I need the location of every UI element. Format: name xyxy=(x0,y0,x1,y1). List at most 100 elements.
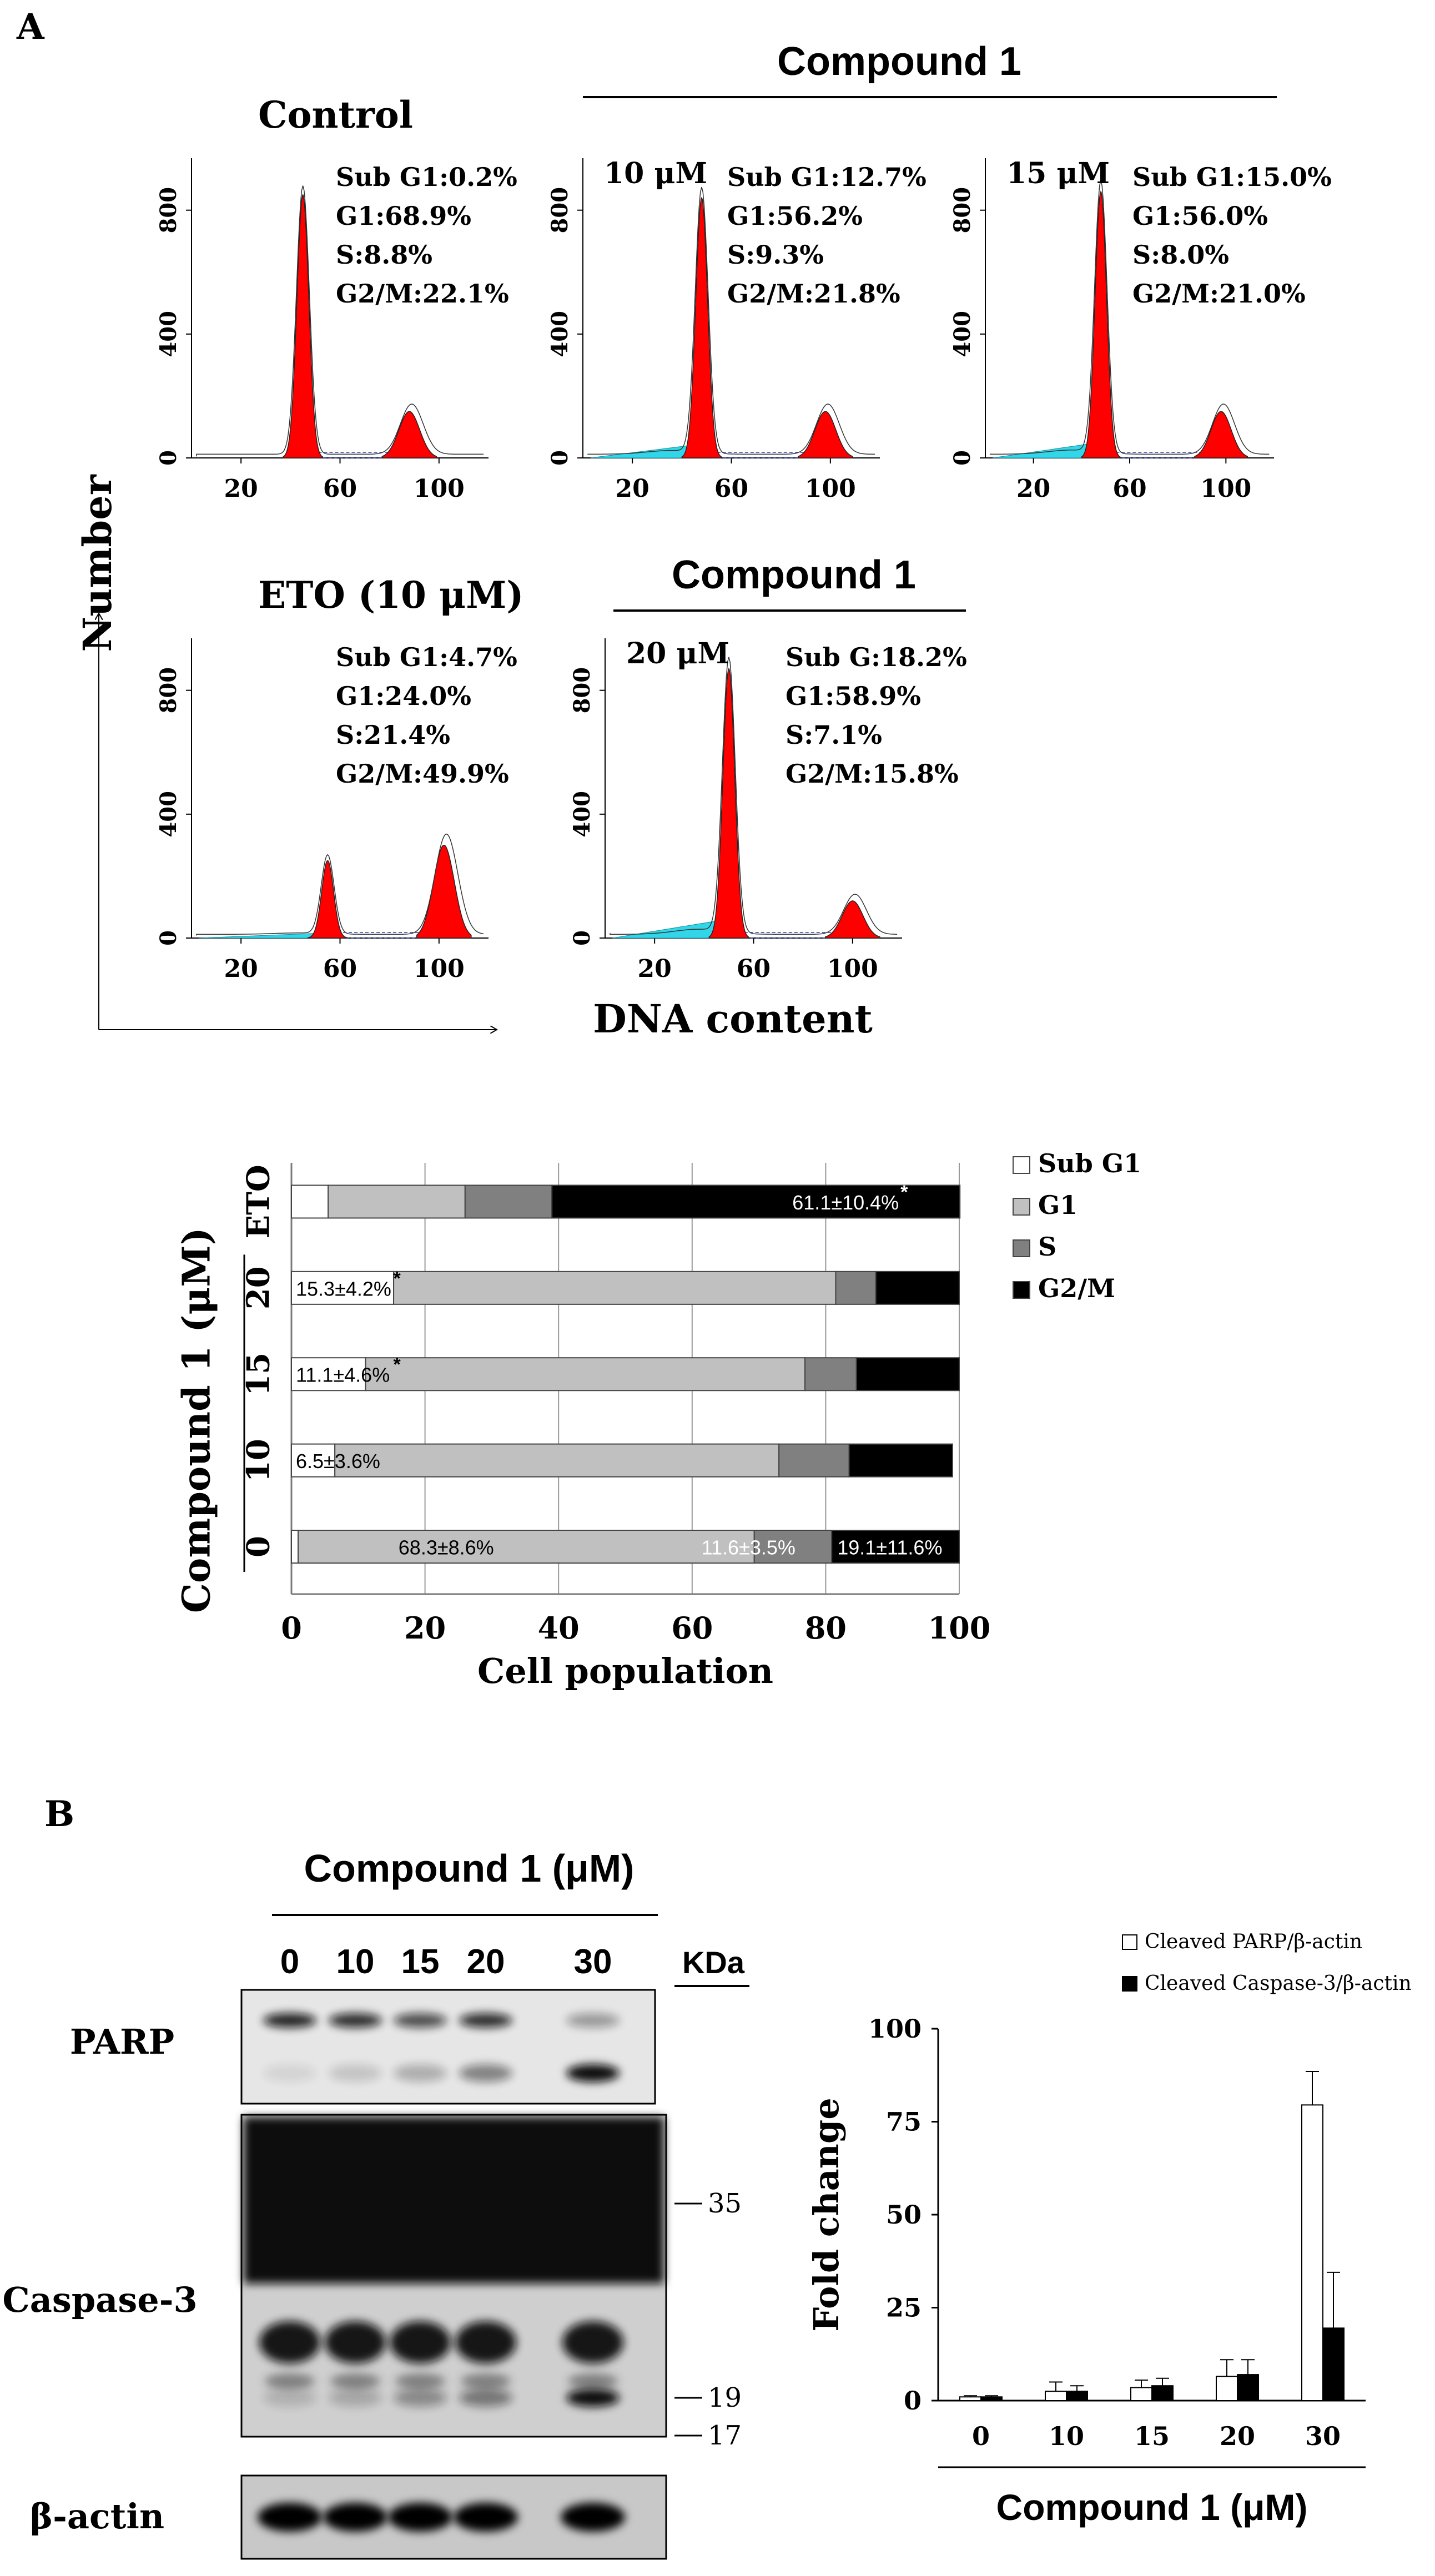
histogram-trace xyxy=(610,657,898,935)
bar-segment xyxy=(298,1530,755,1564)
bar-segment xyxy=(464,1184,553,1219)
histogram-x-tick-label: 100 xyxy=(805,475,856,503)
histogram-concentration: 20 μM xyxy=(626,637,729,671)
histogram-x-tick-label: 20 xyxy=(224,955,258,983)
histogram-y-tick-label: 0 xyxy=(949,450,975,466)
fold-change-chart: 0 25 50 75 100 Fold change 0 10 15 20 30 Compound 1… xyxy=(806,1930,1412,2528)
histogram-trace xyxy=(196,833,484,936)
bar-annotation: 19.1±11.6% xyxy=(837,1536,942,1559)
bar-annotation: 11.1±4.6% xyxy=(296,1364,390,1387)
bar-segment xyxy=(291,1271,395,1305)
fold-bar xyxy=(959,2396,981,2401)
y-tick-label: 25 xyxy=(886,2293,922,2323)
legend-swatch xyxy=(1013,1239,1030,1257)
band xyxy=(394,2389,447,2407)
histogram-x-tick-label: 60 xyxy=(737,955,771,983)
subg1-region xyxy=(612,920,724,939)
fold-bar xyxy=(1216,2376,1238,2402)
fold-bar xyxy=(1237,2374,1259,2402)
category-label: 15 xyxy=(240,1353,277,1396)
bar-segment xyxy=(831,1530,960,1564)
x-tick-label: 100 xyxy=(928,1610,991,1646)
category-label: 20 xyxy=(240,1266,277,1309)
histogram-trace xyxy=(587,186,875,455)
histogram-stat: G1:68.9% xyxy=(336,201,471,231)
fold-bar xyxy=(1045,2391,1067,2401)
bar-segment xyxy=(328,1184,466,1219)
legend-label: S xyxy=(1038,1232,1056,1262)
histogram-x-tick-label: 100 xyxy=(414,955,465,983)
bar-segment xyxy=(875,1271,960,1305)
histogram-x-tick-label: 100 xyxy=(827,955,878,983)
histogram-title: Control xyxy=(258,93,413,137)
compound-header-bottom: Compound 1 xyxy=(672,553,916,597)
bar-segment xyxy=(291,1357,366,1392)
fold-bar xyxy=(1130,2387,1152,2401)
bar-annotation: 6.5±3.6% xyxy=(296,1450,380,1473)
histogram-stat: G1:56.2% xyxy=(727,201,863,231)
histogram-x-tick-label: 60 xyxy=(323,955,357,983)
subg1-region xyxy=(199,933,323,939)
histogram-y-tick-label: 800 xyxy=(547,187,573,234)
histogram-y-tick-label: 400 xyxy=(155,311,182,357)
band xyxy=(566,2013,620,2028)
x-tick-label: 0 xyxy=(281,1610,302,1646)
bar-segment xyxy=(778,1443,850,1478)
band xyxy=(388,2503,452,2532)
band xyxy=(394,2013,447,2028)
histogram-stat: G1:56.0% xyxy=(1132,201,1268,231)
g2m-peak xyxy=(798,411,853,458)
legend-label: Sub G1 xyxy=(1038,1148,1141,1178)
band xyxy=(244,2117,664,2283)
band xyxy=(459,2064,512,2082)
bar-segment xyxy=(291,1184,329,1219)
g1-peak xyxy=(708,667,749,939)
histogram-stat: Sub G1:4.7% xyxy=(336,642,517,672)
legend-label: G1 xyxy=(1038,1190,1077,1220)
x-tick-label: 30 xyxy=(1305,2421,1341,2451)
parp-strip xyxy=(240,1989,656,2105)
g1-peak xyxy=(307,860,348,939)
bar-segment xyxy=(848,1443,953,1478)
marker-label: 19 xyxy=(708,2382,742,2413)
panel-a-label: A xyxy=(16,6,45,48)
legend-swatch xyxy=(1122,1976,1137,1992)
dna-content-label: DNA content xyxy=(593,996,873,1042)
histogram-stat: G1:24.0% xyxy=(336,681,471,711)
subg1-region xyxy=(590,445,697,458)
bar-segment xyxy=(365,1357,806,1392)
histogram: 0 400 800 20 60 100 15 μM Sub G1:15.0% G1:56.0% S… xyxy=(949,157,1332,503)
band xyxy=(395,2373,445,2389)
histogram-trace xyxy=(989,180,1270,455)
legend-swatch xyxy=(1013,1281,1030,1299)
band xyxy=(329,2013,382,2028)
bar-segment xyxy=(291,1530,299,1564)
legend-label: Cleaved Caspase-3/β-actin xyxy=(1145,1972,1412,1995)
histogram-stat: S:9.3% xyxy=(727,240,824,270)
fold-bar xyxy=(1322,2327,1345,2402)
lane-label: 15 xyxy=(401,1943,440,1981)
histogram-y-tick-label: 400 xyxy=(547,311,573,357)
category-label: 10 xyxy=(240,1439,277,1482)
histogram-stat: G2/M:49.9% xyxy=(336,759,509,789)
histogram-x-tick-label: 60 xyxy=(1112,475,1146,503)
legend-label: Cleaved PARP/β-actin xyxy=(1145,1930,1362,1953)
x-tick-label: 20 xyxy=(404,1610,446,1646)
histogram: 0 400 800 20 60 100 Control Sub G1:0.2% G1:68.9%… xyxy=(155,93,517,503)
band xyxy=(566,2389,620,2407)
row-label: β-actin xyxy=(30,2496,164,2537)
legend-swatch xyxy=(1122,1934,1137,1950)
y-tick-label: 0 xyxy=(904,2386,922,2416)
histogram-stat: G2/M:21.0% xyxy=(1132,279,1306,309)
histogram-y-tick-label: 800 xyxy=(949,187,975,234)
band xyxy=(568,2373,618,2389)
histogram: 0 400 800 20 60 100 ETO (10 μM) Sub G1:4.7% G1:2… xyxy=(155,573,524,983)
lane-label: 30 xyxy=(574,1943,612,1981)
g2m-peak xyxy=(825,900,880,939)
x-tick-label: 0 xyxy=(972,2421,990,2451)
histogram-stat: S:21.4% xyxy=(336,720,450,750)
number-axis-label: Number xyxy=(74,474,120,652)
bar-annotation: 61.1±10.4% xyxy=(792,1191,899,1214)
